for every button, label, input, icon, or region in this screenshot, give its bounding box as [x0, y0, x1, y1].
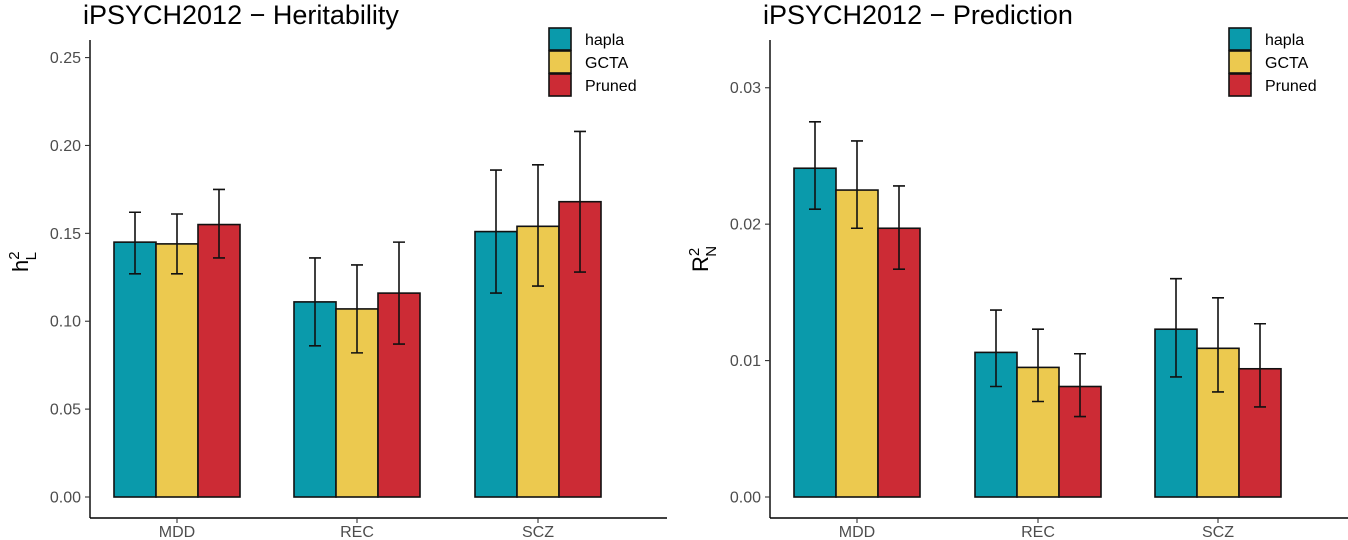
y-axis-label: R2N: [686, 246, 720, 272]
y-tick-label: 0.01: [730, 353, 761, 370]
error-bar-rec-gcta: [351, 264, 363, 354]
y-tick-label: 0.15: [50, 226, 81, 243]
bar-mdd-pruned: [197, 223, 241, 498]
y-tick-label: 0.02: [730, 217, 761, 234]
legend-label-pruned: Pruned: [585, 78, 637, 95]
chart-panel-2: iPSYCH2012 − Prediction R2N 0.00 0.01 0.02 0.…: [686, 0, 1348, 540]
x-tick-label: SCZ: [522, 524, 554, 540]
y-tick-label: 0.00: [50, 490, 81, 507]
legend-label-hapla: hapla: [585, 32, 624, 49]
bar-mdd-gcta: [155, 243, 199, 498]
error-bar-rec-pruned: [393, 241, 405, 345]
legend-swatch-gcta: [1228, 50, 1252, 74]
y-tick-label: 0.10: [50, 314, 81, 331]
y-tick-label: 0.00: [730, 490, 761, 507]
error-bar-scz-pruned: [574, 130, 586, 273]
y-axis-label-sup: 2: [6, 251, 23, 259]
y-tick-label: 0.25: [50, 50, 81, 67]
y-tick-label: 0.03: [730, 80, 761, 97]
error-bar-scz-gcta: [532, 163, 544, 287]
legend-swatch-pruned: [1228, 73, 1252, 97]
legend-swatch-gcta: [548, 50, 572, 74]
x-tick-label: SCZ: [1202, 524, 1234, 540]
error-bar-rec-pruned: [1074, 352, 1086, 418]
legend-label-gcta: GCTA: [1265, 55, 1309, 72]
chart-panel-1: iPSYCH2012 − Heritability h2L 0.00 0.05 0.10…: [6, 0, 667, 540]
error-bar-rec-hapla: [990, 309, 1002, 388]
error-bar-scz-hapla: [1170, 277, 1182, 378]
legend-swatch-pruned: [548, 73, 572, 97]
y-axis-label-main: h: [8, 260, 33, 272]
error-bar-mdd-gcta: [851, 140, 863, 230]
error-bar-scz-pruned: [1254, 322, 1266, 408]
y-tick-label: 0.20: [50, 138, 81, 155]
x-tick-label: MDD: [159, 524, 195, 540]
y-axis-label-sub: N: [703, 246, 720, 257]
x-tick-label: REC: [340, 524, 374, 540]
x-tick-label: REC: [1021, 524, 1055, 540]
chart-title: iPSYCH2012 − Heritability: [83, 0, 399, 30]
bar-mdd-pruned: [877, 227, 921, 498]
error-bar-scz-hapla: [490, 169, 502, 294]
bar-mdd-hapla: [113, 241, 157, 498]
bar-mdd-gcta: [835, 189, 879, 498]
y-axis-label-sup: 2: [686, 248, 703, 256]
error-bar-mdd-hapla: [129, 211, 141, 275]
error-bar-rec-gcta: [1032, 328, 1044, 403]
error-bar-rec-hapla: [309, 257, 321, 347]
legend-label-pruned: Pruned: [1265, 78, 1317, 95]
bar-mdd-hapla: [793, 167, 837, 498]
y-axis-label: h2L: [6, 251, 40, 272]
error-bar-mdd-gcta: [171, 213, 183, 275]
error-bar-mdd-pruned: [213, 188, 225, 259]
error-bar-mdd-hapla: [809, 121, 821, 210]
y-axis-label-sub: L: [23, 252, 40, 260]
chart-title: iPSYCH2012 − Prediction: [763, 0, 1073, 30]
x-tick-label: MDD: [839, 524, 875, 540]
bar-rec-hapla: [974, 351, 1018, 498]
error-bar-mdd-pruned: [893, 185, 905, 270]
error-bar-scz-gcta: [1212, 297, 1224, 393]
y-tick-label: 0.05: [50, 402, 81, 419]
legend-label-hapla: hapla: [1265, 32, 1304, 49]
legend-swatch-hapla: [548, 27, 572, 51]
legend-label-gcta: GCTA: [585, 55, 629, 72]
y-axis-label-main: R: [688, 256, 713, 272]
legend-swatch-hapla: [1228, 27, 1252, 51]
